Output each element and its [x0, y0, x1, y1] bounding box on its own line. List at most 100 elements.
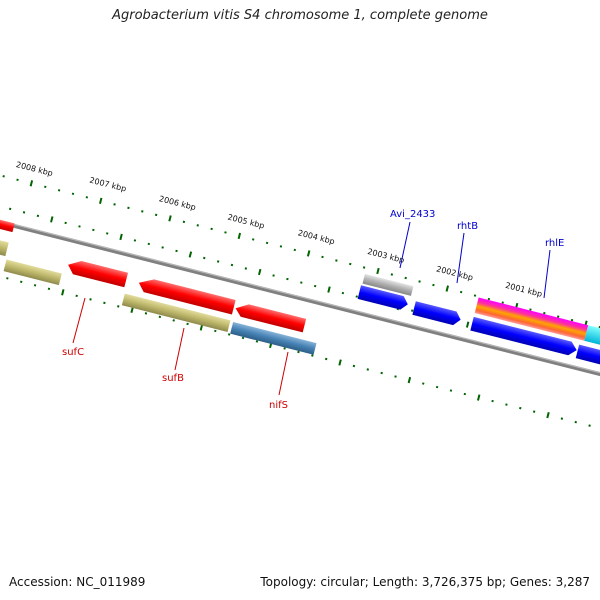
ruler-bottom-minor-tick [449, 389, 453, 392]
ruler-inner-minor-tick [161, 246, 164, 249]
ruler-bottom-minor-tick [519, 406, 522, 410]
ruler-bottom-minor-tick [241, 336, 245, 340]
gene-blue-rhtB[interactable] [412, 301, 462, 326]
gene-red-nifS-partner[interactable] [234, 301, 307, 333]
gene-label-nifS[interactable]: nifS [269, 400, 288, 411]
gene-label-avi2433[interactable]: Avi_2433 [390, 209, 435, 220]
ruler-bottom-minor-tick [560, 417, 564, 420]
ruler-outer-minor-tick [556, 315, 560, 318]
ruler-inner-major-tick [119, 233, 123, 241]
ruler-label-2005: 2005 kbp [227, 213, 266, 231]
ruler-outer-minor-tick [265, 241, 269, 245]
ruler-bottom-major-tick [546, 411, 550, 419]
gene-blue-1[interactable] [357, 285, 410, 311]
ruler-outer-major-tick [445, 285, 449, 292]
ruler-outer-minor-tick [85, 196, 89, 199]
gene-label-rhtB[interactable]: rhtB [457, 221, 478, 232]
ruler-inner-minor-tick [313, 284, 317, 288]
gene-blue-4[interactable] [575, 344, 600, 372]
genome-summary-text: Topology: circular; Length: 3,726,375 bp… [260, 575, 590, 589]
map-title: Agrobacterium vitis S4 chromosome 1, com… [112, 8, 488, 23]
ruler-bottom-minor-tick [75, 294, 78, 298]
ruler-outer-minor-tick [473, 294, 477, 297]
ruler-outer-minor-tick [487, 297, 491, 301]
gene-olive-sufC[interactable] [3, 259, 62, 286]
gene-cyan[interactable] [584, 325, 600, 354]
kbp-ruler-bottom [6, 277, 591, 427]
ruler-outer-minor-tick [196, 224, 199, 227]
ruler-bottom-minor-tick [422, 382, 425, 385]
ruler-outer-minor-tick [390, 273, 394, 276]
gene-blue-rhlE[interactable] [470, 316, 578, 357]
ruler-bottom-minor-tick [394, 375, 397, 378]
ruler-outer-minor-tick [16, 178, 19, 182]
ruler-outer-major-tick [29, 180, 34, 187]
ruler-bottom-minor-tick [297, 350, 300, 354]
ruler-inner-major-tick [258, 268, 262, 276]
ruler-label-2007: 2007 kbp [88, 176, 127, 194]
ruler-label-2004: 2004 kbp [297, 228, 336, 246]
gene-red-3[interactable] [137, 276, 236, 315]
accession-text: Accession: NC_011989 [9, 575, 146, 589]
ruler-bottom-major-tick [61, 289, 65, 296]
ruler-inner-minor-tick [286, 277, 289, 281]
ruler-inner-minor-tick [78, 225, 81, 228]
ruler-bottom-major-tick [476, 394, 481, 401]
gene-label-sufB[interactable]: sufB [162, 373, 184, 384]
ruler-bottom-minor-tick [311, 354, 314, 357]
ruler-bottom-minor-tick [324, 357, 328, 361]
ruler-outer-minor-tick [127, 206, 130, 210]
ruler-bottom-minor-tick [505, 403, 508, 406]
leader-nifS [278, 351, 289, 396]
ruler-bottom-major-tick [407, 376, 412, 384]
ruler-inner-minor-tick [341, 291, 345, 295]
ruler-inner-major-tick [465, 321, 470, 328]
ruler-outer-minor-tick [113, 203, 116, 206]
gene-red-1[interactable] [0, 194, 15, 233]
ruler-outer-minor-tick [501, 301, 504, 304]
ruler-inner-minor-tick [64, 221, 67, 225]
ruler-bottom-minor-tick [144, 312, 148, 315]
ruler-inner-minor-tick [203, 256, 206, 260]
ruler-outer-major-tick [306, 250, 311, 257]
ruler-inner-major-tick [327, 286, 331, 293]
gene-olive-sufB[interactable] [121, 293, 231, 332]
ruler-bottom-minor-tick [435, 385, 439, 389]
gene-label-sufC[interactable]: sufC [62, 347, 84, 358]
ruler-outer-minor-tick [570, 318, 574, 322]
ruler-outer-minor-tick [154, 213, 158, 217]
ruler-inner-minor-tick [8, 207, 12, 211]
ruler-inner-minor-tick [272, 274, 275, 277]
gene-red-2[interactable] [66, 258, 129, 288]
chromosome-backbone-highlight [0, 194, 600, 383]
ruler-bottom-minor-tick [117, 305, 120, 308]
ruler-bottom-minor-tick [103, 301, 106, 305]
ruler-label-2008: 2008 kbp [15, 160, 54, 178]
leader-rhlE [543, 249, 551, 299]
ruler-bottom-minor-tick [352, 364, 356, 368]
ruler-inner-minor-tick [133, 239, 137, 242]
ruler-bottom-minor-tick [491, 399, 494, 403]
ruler-label-2006: 2006 kbp [158, 194, 197, 212]
ruler-bottom-major-tick [199, 324, 204, 331]
ruler-bottom-minor-tick [158, 315, 162, 319]
ruler-outer-major-tick [168, 215, 172, 222]
ruler-bottom-minor-tick [172, 319, 175, 322]
ruler-outer-minor-tick [182, 220, 186, 224]
gene-multicolor-rhlE[interactable] [474, 297, 589, 341]
ruler-outer-minor-tick [44, 185, 47, 189]
gene-label-rhlE[interactable]: rhlE [545, 238, 564, 249]
ruler-outer-minor-tick [210, 227, 213, 231]
ruler-inner-minor-tick [92, 228, 95, 232]
gene-steelblue-nifS[interactable] [230, 322, 317, 355]
ruler-bottom-minor-tick [366, 368, 370, 371]
leader-sufC [72, 297, 86, 344]
gene-gray-avi2433[interactable] [362, 273, 414, 296]
ruler-inner-major-tick [188, 251, 193, 258]
gene-olive-1[interactable] [0, 213, 9, 257]
ruler-inner-minor-tick [355, 295, 358, 298]
ruler-outer-minor-tick [404, 276, 407, 280]
ruler-bottom-minor-tick [89, 298, 92, 301]
ruler-outer-minor-tick [529, 308, 532, 311]
